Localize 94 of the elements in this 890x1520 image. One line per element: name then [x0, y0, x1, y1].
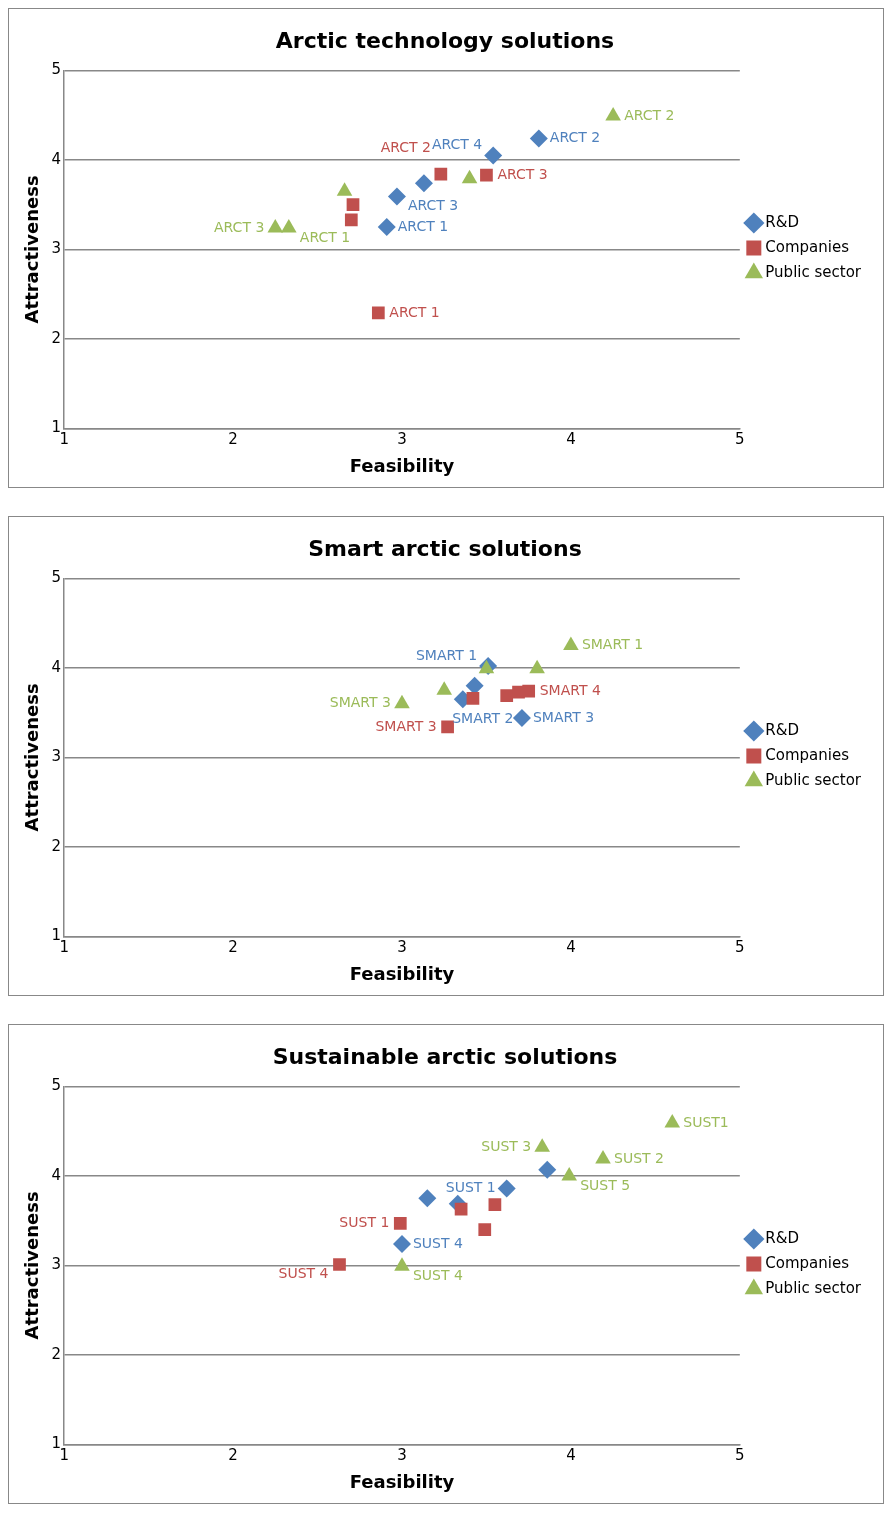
point — [371, 306, 385, 320]
data-label: ARCT 4 — [431, 136, 483, 153]
y-tick-label: 5 — [51, 568, 62, 587]
point — [434, 167, 448, 181]
data-label: SMART 3 — [329, 694, 391, 711]
data-label: SUST 5 — [580, 1176, 631, 1193]
x-tick-label: 3 — [397, 938, 407, 957]
data-label: SUST 2 — [614, 1149, 664, 1166]
x-tick-label: 4 — [566, 430, 576, 449]
y-tick-label: 4 — [51, 149, 62, 168]
point — [605, 107, 621, 121]
x-tick-label: 4 — [566, 938, 576, 957]
legend-label: Public sector — [765, 262, 862, 281]
x-tick-label: 3 — [397, 1446, 407, 1465]
data-label: SMART 1 — [581, 636, 644, 653]
point — [488, 1198, 502, 1211]
point — [393, 1216, 407, 1230]
data-label: SMART 2 — [452, 709, 514, 726]
chart-title: Arctic technology solutions — [275, 27, 615, 53]
point — [595, 1149, 611, 1164]
point — [480, 168, 493, 182]
legend-label: Companies — [765, 745, 850, 764]
data-label: SUST 4 — [412, 1266, 464, 1283]
x-tick-label: 4 — [566, 1446, 576, 1465]
point — [484, 146, 503, 165]
data-label: SUST1 — [683, 1113, 729, 1130]
point — [538, 1160, 557, 1179]
y-tick-label: 3 — [51, 239, 62, 258]
y-tick-label: 2 — [51, 1344, 62, 1363]
x-axis-title: Feasibility — [349, 1470, 455, 1492]
point — [497, 1179, 516, 1198]
legend-label: Companies — [765, 1253, 850, 1272]
point — [529, 129, 548, 148]
x-tick-label: 5 — [735, 1446, 745, 1465]
chart-title: Sustainable arctic solutions — [272, 1043, 618, 1069]
y-tick-label: 5 — [51, 1076, 62, 1095]
legend-label: R&D — [765, 720, 799, 739]
point — [561, 1166, 578, 1181]
y-axis-title: Attractiveness — [21, 1191, 43, 1340]
x-tick-label: 2 — [228, 1446, 238, 1465]
data-label: SUST 4 — [412, 1234, 464, 1251]
data-label: ARCT 1 — [389, 303, 440, 320]
y-tick-label: 4 — [51, 657, 62, 676]
point — [333, 1258, 346, 1271]
point — [478, 1223, 492, 1236]
x-axis-title: Feasibility — [349, 454, 455, 476]
data-label: SMART 4 — [539, 681, 601, 698]
y-tick-label: 1 — [51, 926, 62, 945]
y-axis-title: Attractiveness — [21, 683, 43, 832]
x-tick-label: 5 — [735, 430, 745, 449]
x-tick-label: 3 — [397, 430, 407, 449]
point — [534, 1138, 550, 1152]
y-tick-label: 5 — [51, 60, 62, 79]
point — [377, 218, 396, 237]
legend-label: R&D — [765, 212, 799, 231]
x-tick-label: 2 — [228, 430, 238, 449]
y-axis-title: Attractiveness — [21, 175, 43, 324]
y-tick-label: 2 — [51, 836, 62, 855]
data-label: ARCT 2 — [380, 138, 431, 155]
y-tick-label: 2 — [51, 328, 62, 347]
data-label: ARCT 2 — [549, 129, 601, 146]
chart-title: Smart arctic solutions — [308, 535, 582, 561]
data-label: SUST 4 — [278, 1265, 329, 1282]
data-label: SMART 3 — [532, 708, 595, 725]
point — [387, 187, 406, 206]
data-label: SMART 1 — [415, 646, 478, 663]
legend-label: Public sector — [765, 770, 862, 789]
point — [392, 1234, 411, 1253]
data-label: ARCT 1 — [299, 228, 351, 245]
data-label: SUST 3 — [481, 1137, 532, 1154]
data-label: ARCT 1 — [397, 217, 449, 234]
point — [346, 198, 360, 212]
y-tick-label: 1 — [51, 1434, 62, 1453]
data-label: SMART 3 — [375, 717, 437, 734]
legend-label: R&D — [765, 1228, 799, 1247]
y-tick-label: 1 — [51, 418, 62, 437]
data-label: ARCT 3 — [214, 218, 265, 235]
y-tick-label: 4 — [51, 1165, 62, 1184]
x-axis-title: Feasibility — [349, 962, 455, 984]
point — [414, 174, 433, 193]
x-tick-label: 2 — [228, 938, 238, 957]
legend-label: Companies — [765, 237, 850, 256]
data-label: SUST 1 — [445, 1179, 496, 1196]
point — [664, 1114, 681, 1128]
data-label: SUST 1 — [339, 1213, 390, 1230]
y-tick-label: 3 — [51, 1255, 62, 1274]
legend-label: Public sector — [765, 1278, 862, 1297]
x-tick-label: 5 — [735, 938, 745, 957]
point — [418, 1189, 437, 1208]
data-label: ARCT 3 — [497, 165, 548, 182]
y-tick-label: 3 — [51, 747, 62, 766]
data-label: ARCT 2 — [624, 106, 675, 123]
data-label: ARCT 3 — [407, 197, 459, 214]
point — [344, 213, 358, 227]
